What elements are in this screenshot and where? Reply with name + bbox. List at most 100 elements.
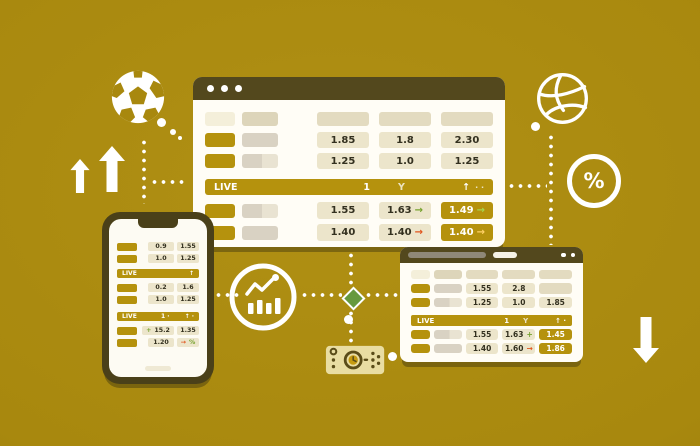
odds-cell[interactable]: 1.85 — [317, 132, 369, 148]
team-cell — [411, 330, 430, 339]
live-section-header: LIVE ↑ — [117, 269, 199, 278]
odds-cell[interactable]: 1.60 → — [502, 343, 536, 354]
window-control-dot[interactable] — [235, 85, 242, 92]
odds-cell-highlighted[interactable]: 1.40 → — [441, 224, 493, 241]
trend-up-icon: → — [414, 205, 424, 216]
team-cell — [117, 242, 137, 251]
odds-cell[interactable]: 0.2 — [148, 283, 174, 292]
live-odds-row: 1.40 1.60 → 1.86 — [411, 343, 573, 354]
phone-notch — [138, 219, 178, 228]
odds-value: 15.2 — [154, 327, 170, 334]
odds-cell[interactable]: 1.25 — [465, 297, 499, 308]
home-indicator[interactable] — [145, 366, 171, 371]
sort-arrow-icon[interactable]: ↑ — [462, 181, 471, 193]
odds-cell[interactable]: 1.25 — [177, 254, 199, 263]
team-cell — [117, 338, 137, 347]
placeholder-cell — [433, 270, 462, 279]
odds-cell[interactable]: 1.63 → — [379, 202, 431, 219]
odds-cell[interactable]: 1.40 → — [379, 224, 431, 241]
odds-row: 0.9 1.55 — [117, 242, 199, 251]
odds-cell[interactable]: 1.8 — [379, 132, 431, 148]
odds-row: 1.55 2.8 — [411, 283, 573, 294]
dotted-connector — [507, 184, 547, 188]
odds-cell[interactable]: 2.30 — [441, 132, 493, 148]
odds-value: 1.63 — [504, 330, 524, 339]
odds-cell-highlighted[interactable]: 1.86 — [539, 343, 573, 354]
odds-cell[interactable]: 0.9 — [148, 242, 174, 251]
odds-cell[interactable]: 1.25 — [441, 153, 493, 169]
live-odds-row: 1.55 1.63 + 1.45 — [411, 329, 573, 340]
odds-cell[interactable]: 1.0 — [502, 297, 536, 308]
window-control-dot[interactable] — [221, 85, 228, 92]
sort-arrow-icon[interactable]: ↑ — [188, 270, 194, 277]
odds-row: 1.85 1.8 2.30 — [205, 132, 493, 148]
address-bar[interactable] — [408, 252, 486, 258]
live-label: LIVE — [122, 270, 137, 277]
live-odds-row: 1.40 1.40 → 1.40 → — [205, 224, 493, 241]
basketball-icon — [535, 71, 590, 130]
odds-table-header-row — [411, 270, 573, 279]
odds-cell[interactable]: 1.55 — [177, 242, 199, 251]
up-arrow-icon — [70, 159, 90, 197]
odds-cell[interactable]: 1.6 — [177, 283, 199, 292]
team-cell — [411, 284, 430, 293]
sort-arrow-icon[interactable]: ↑ · — [184, 313, 194, 320]
column-header-cell — [465, 270, 499, 279]
team-cell — [242, 133, 278, 147]
team-cell — [242, 225, 278, 240]
thought-dot — [157, 118, 166, 127]
odds-value: 1.40 — [386, 227, 412, 238]
team-cell — [433, 330, 462, 339]
odds-cell-highlighted[interactable]: 1.49 → — [441, 202, 493, 219]
odds-cell[interactable]: → % — [177, 338, 199, 347]
trend-right-icon: → — [526, 344, 533, 353]
percent-mini-icon: % — [188, 339, 196, 346]
soccer-ball-icon — [109, 68, 167, 130]
odds-table-header-row — [205, 112, 493, 126]
window-control-dot[interactable] — [570, 252, 575, 258]
team-cell — [205, 154, 235, 168]
team-cell — [411, 298, 430, 307]
thought-dot — [170, 129, 176, 135]
dotted-connector — [549, 133, 553, 245]
window-control-dot[interactable] — [561, 252, 566, 258]
odds-row: 1.0 1.25 — [117, 295, 199, 304]
trend-up-icon: → — [476, 205, 486, 216]
mobile-phone: 0.9 1.55 1.0 1.25 LIVE ↑ 0.2 — [102, 212, 214, 384]
window-control-dot[interactable] — [207, 85, 214, 92]
trend-right-icon: → — [476, 227, 486, 238]
window-titlebar — [193, 77, 505, 100]
odds-cell[interactable]: 1.0 — [148, 295, 174, 304]
odds-cell[interactable]: 1.0 — [148, 254, 174, 263]
odds-cell[interactable]: 1.55 — [317, 202, 369, 219]
toolbar-button[interactable] — [493, 252, 517, 258]
chart-icon — [227, 261, 299, 337]
live-col-header: 1 · — [160, 313, 170, 320]
odds-cell[interactable]: 1.35 — [177, 326, 199, 335]
odds-cell-highlighted[interactable]: 1.45 — [539, 329, 573, 340]
odds-cell[interactable]: 1.55 — [465, 283, 499, 294]
placeholder-cell — [205, 112, 235, 126]
live-odds-row: 1.55 1.63 → 1.49 → — [205, 202, 493, 219]
live-section-header: LIVE 1 Y ↑ · · — [205, 179, 493, 195]
sort-arrow-icon[interactable]: ↑ · — [555, 316, 566, 325]
odds-cell[interactable]: 1.63 + — [502, 329, 536, 340]
team-cell — [117, 254, 137, 263]
odds-cell[interactable]: 1.20 — [148, 338, 174, 347]
odds-cell[interactable]: 1.25 — [317, 153, 369, 169]
team-cell — [205, 133, 235, 147]
more-dots-icon[interactable]: · · — [475, 182, 484, 192]
odds-cell[interactable]: 1.25 — [177, 295, 199, 304]
odds-cell[interactable]: 1.85 — [539, 297, 573, 308]
dotted-connector — [214, 293, 240, 297]
down-arrow-icon — [633, 317, 659, 367]
odds-cell[interactable]: 1.0 — [379, 153, 431, 169]
odds-cell[interactable]: 1.40 — [465, 343, 499, 354]
dotted-connector — [349, 251, 353, 285]
odds-cell[interactable] — [539, 283, 573, 294]
odds-cell[interactable]: 2.8 — [502, 283, 536, 294]
odds-cell[interactable]: 1.40 — [317, 224, 369, 241]
odds-cell[interactable]: 1.55 — [465, 329, 499, 340]
team-cell — [117, 295, 137, 304]
odds-cell[interactable]: + 15.2 — [142, 326, 174, 335]
